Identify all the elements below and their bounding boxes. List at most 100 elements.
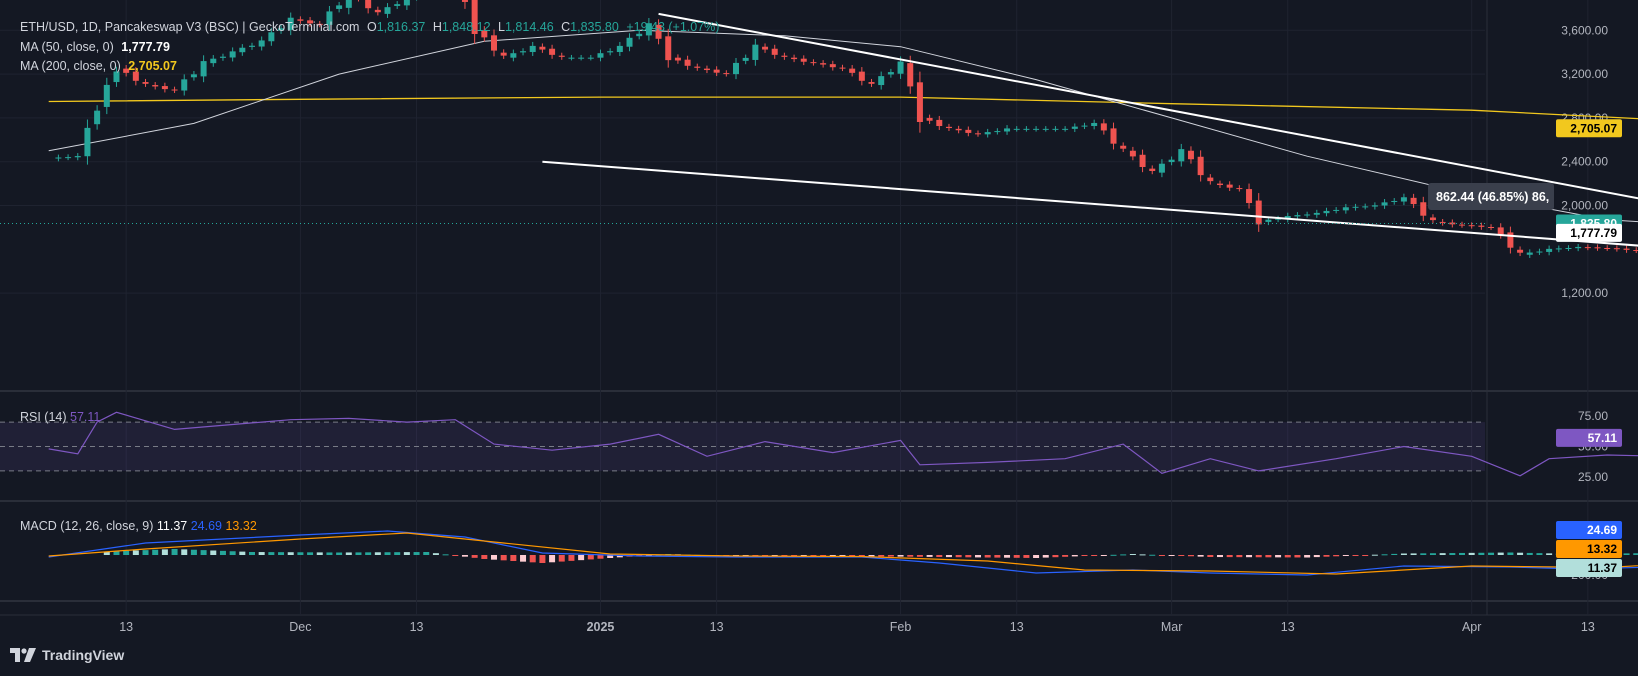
candle-body: [297, 19, 304, 21]
macd-hist-bar: [268, 552, 275, 555]
candle-body: [1284, 216, 1291, 220]
rsi-tick-label: 75.00: [1578, 409, 1608, 423]
candle-body: [403, 0, 410, 6]
macd-hist-bar: [229, 551, 236, 555]
candle-body: [655, 24, 662, 39]
macd-hist-bar: [597, 555, 604, 559]
macd-hist-bar: [1352, 555, 1359, 556]
high-value: 1,848.12: [441, 20, 491, 34]
candle-body: [1575, 246, 1582, 249]
macd-hist-bar: [1217, 555, 1223, 558]
candle-body: [539, 46, 546, 50]
candle-body: [1536, 251, 1543, 253]
ma50-value: 1,777.79: [121, 40, 170, 54]
macd-hist-bar: [316, 552, 323, 555]
macd-hist-bar: [975, 555, 981, 558]
macd-hist-bar: [1091, 555, 1098, 556]
rsi-line: [48, 411, 1638, 477]
time-tick-label: Apr: [1462, 620, 1481, 634]
candle-body: [471, 0, 478, 34]
macd-hist-bar: [219, 550, 226, 555]
candle-body: [1033, 128, 1040, 130]
macd-hist-value: 13.32: [225, 519, 257, 533]
candle-body: [74, 156, 81, 158]
close-value: 1,835.80: [570, 20, 619, 34]
candle-body: [1517, 249, 1524, 253]
candle-body: [936, 119, 943, 127]
candle-body: [1197, 156, 1204, 176]
ma50-legend[interactable]: MA (50, close, 0) 1,777.79: [20, 40, 174, 54]
low-value: 1,814.46: [504, 20, 554, 34]
macd-hist-bar: [781, 555, 788, 556]
macd-hist-bar: [1158, 555, 1165, 556]
macd-hist-bar: [810, 555, 817, 556]
candle-body: [684, 59, 691, 66]
candle-body: [161, 86, 168, 90]
tradingview-logo[interactable]: TradingView: [10, 647, 124, 663]
candle-body: [1304, 214, 1311, 216]
macd-hist-bar: [1042, 555, 1049, 558]
candle-body: [1081, 125, 1088, 127]
price-tick-label: 3,600.00: [1561, 23, 1608, 37]
macd-hist-bar: [442, 554, 449, 556]
macd-hist-bar: [491, 555, 497, 560]
candle-body: [1323, 210, 1330, 214]
macd-hist-bar: [1004, 555, 1011, 558]
macd-hist-bar: [1120, 554, 1127, 556]
macd-hist-bar: [829, 555, 836, 556]
rsi-value-badge-bg: [1556, 428, 1622, 447]
macd-hist-bar: [1526, 552, 1533, 555]
macd-hist-bar: [355, 552, 362, 555]
time-tick-label: 13: [1581, 620, 1595, 634]
candle-body: [810, 62, 817, 64]
macd-hist-badge-bg: [1556, 540, 1622, 558]
brand-name: TradingView: [42, 647, 125, 663]
candle-body: [1071, 126, 1078, 129]
candle-body: [733, 62, 739, 75]
candle-body: [132, 71, 139, 81]
candle-body: [1391, 200, 1398, 202]
ma200-legend[interactable]: MA (200, close, 0) 2,705.07: [20, 59, 181, 73]
macd-hist-bar: [1207, 555, 1214, 557]
candle-body: [1246, 189, 1253, 204]
macd-signal-value: 24.69: [190, 519, 222, 533]
macd-hist-bar: [1033, 555, 1040, 558]
macd-hist-bar: [200, 550, 207, 555]
rsi-legend[interactable]: RSI (14) 57.11: [20, 410, 100, 424]
candle-body: [239, 47, 246, 53]
candle-body: [907, 63, 914, 87]
macd-hist-bar: [113, 551, 120, 555]
candle-body: [694, 66, 701, 68]
macd-hist-bar: [1429, 553, 1436, 555]
candle-body: [1042, 128, 1049, 130]
candle-body: [723, 73, 730, 75]
macd-hist-bar: [1052, 555, 1059, 558]
macd-hist-bar: [994, 555, 1001, 558]
candle-body: [645, 23, 652, 36]
candle-body: [771, 48, 778, 55]
macd-signal-badge-bg: [1556, 521, 1622, 539]
time-tick-label: Dec: [289, 620, 311, 634]
candle-body: [1400, 197, 1407, 202]
candle-body: [578, 57, 585, 59]
candle-body: [945, 126, 952, 129]
trendline-2: [542, 160, 1638, 247]
time-tick-label: 13: [410, 620, 424, 634]
macd-hist-bar: [452, 555, 459, 556]
candle-body: [965, 129, 972, 133]
macd-hist-bar: [1129, 554, 1136, 555]
macd-hist-bar: [1439, 553, 1446, 555]
candle-body: [636, 33, 643, 37]
ma200-price-badge: 2,705.07: [1570, 121, 1617, 135]
candle-body: [955, 128, 962, 131]
candle-body: [887, 72, 894, 75]
time-tick-label: Feb: [890, 620, 912, 634]
macd-hist-bar: [123, 550, 130, 555]
price-tick-label: 2,000.00: [1561, 199, 1608, 213]
macd-hist-bar: [171, 549, 178, 555]
candle-body: [1100, 123, 1107, 131]
macd-hist-bar: [1187, 555, 1194, 557]
macd-hist-bar: [1313, 555, 1320, 558]
macd-legend[interactable]: MACD (12, 26, close, 9) 11.37 24.69 13.3…: [20, 519, 257, 533]
